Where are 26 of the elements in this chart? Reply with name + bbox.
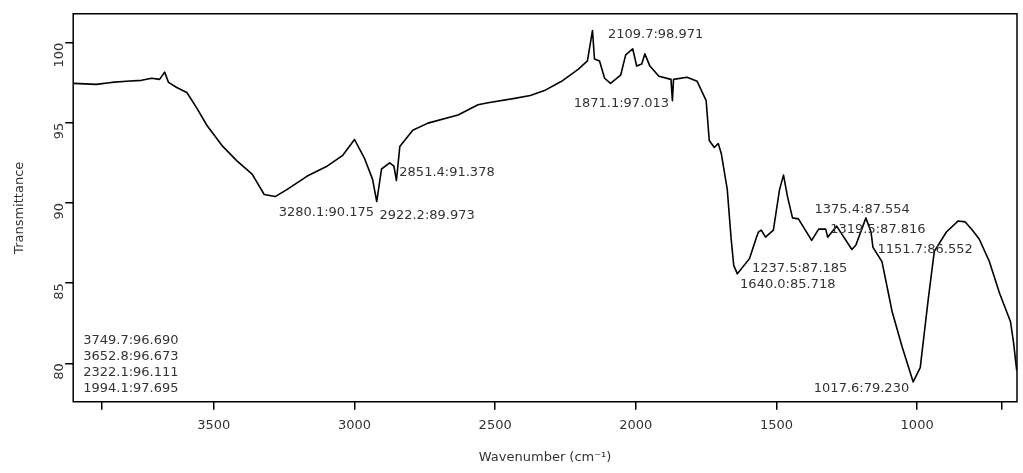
annotation: 1237.5:87.185 bbox=[751, 260, 848, 276]
x-tick-label: 1000 bbox=[900, 416, 934, 432]
x-tick-label: 2500 bbox=[478, 416, 512, 432]
annotation: 2109.7:98.971 bbox=[607, 26, 704, 42]
x-tick-label: 3000 bbox=[337, 416, 372, 432]
annotation: 1994.1:97.695 bbox=[83, 379, 179, 395]
y-tick-label: 95 bbox=[50, 122, 66, 140]
y-axis-title: Transmittance bbox=[11, 161, 27, 255]
x-tick-label: 2000 bbox=[619, 416, 653, 432]
annotation: 1871.1:97.013 bbox=[573, 94, 670, 110]
annotation: 3652.8:96.673 bbox=[83, 347, 179, 363]
annotation: 2851.4:91.378 bbox=[399, 163, 495, 179]
annotation: 1017.6:79.230 bbox=[813, 379, 910, 395]
annotation: 3280.1:90.175 bbox=[278, 204, 375, 220]
annotation: 2922.2:89.973 bbox=[379, 207, 475, 223]
annotation: 2322.1:96.111 bbox=[83, 363, 179, 379]
y-tick-label: 85 bbox=[50, 283, 66, 300]
annotation: 1640.0:85.718 bbox=[740, 275, 836, 291]
annotation: 1375.4:87.554 bbox=[814, 201, 910, 217]
annotation: 3749.7:96.690 bbox=[83, 331, 179, 347]
y-tick-label: 80 bbox=[50, 363, 66, 380]
y-tick-label: 90 bbox=[50, 202, 66, 220]
y-tick-label: 100 bbox=[50, 42, 66, 68]
x-tick-label: 3500 bbox=[197, 416, 231, 432]
x-tick-label: 1500 bbox=[759, 416, 794, 432]
x-axis-title: Wavenumber (cm⁻¹) bbox=[478, 448, 612, 464]
